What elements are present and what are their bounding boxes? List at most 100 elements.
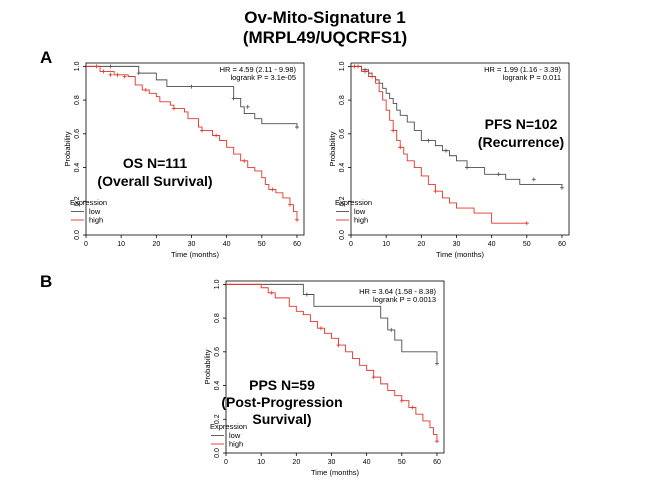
survival-type-label: PPS N=59: [249, 377, 315, 393]
censor-mark-low: [246, 105, 250, 109]
legend-title: Expression: [70, 198, 107, 207]
y-axis-label: Probability: [203, 349, 212, 384]
censor-mark-high: [109, 73, 113, 77]
censor-mark-high: [172, 107, 176, 111]
censor-mark-high: [144, 88, 148, 92]
censor-mark-low: [295, 125, 299, 129]
censor-mark-high: [433, 189, 437, 193]
x-tick-label: 10: [382, 241, 390, 248]
y-tick-label: 0.8: [74, 95, 81, 105]
y-tick-label: 0.6: [74, 129, 81, 139]
survival-type-label: (Recurrence): [478, 134, 564, 150]
censor-mark-high: [370, 74, 374, 78]
figure-subtitle: (MRPL49/UQCRFS1): [0, 28, 650, 48]
x-tick-label: 20: [292, 459, 300, 466]
censor-mark-high: [525, 221, 529, 225]
plot-frame: [226, 281, 444, 453]
censor-mark-low: [497, 172, 501, 176]
pfs-survival-chart: 01020304050600.00.20.40.60.81.0Time (mon…: [325, 55, 575, 270]
panel-a-label: A: [40, 48, 52, 68]
x-tick-label: 10: [257, 459, 265, 466]
survival-type-label: (Post-Progression: [221, 394, 342, 410]
y-tick-label: 0.6: [214, 347, 221, 357]
logrank-p-text: logrank P = 0.0013: [373, 295, 436, 304]
logrank-p-text: logrank P = 3.1e-05: [230, 73, 296, 82]
logrank-p-text: logrank P = 0.011: [503, 73, 561, 82]
censor-mark-low: [560, 186, 564, 190]
censor-mark-high: [270, 187, 274, 191]
censor-mark-high: [214, 134, 218, 138]
pps-survival-chart: 01020304050600.00.20.40.60.81.0Time (mon…: [200, 278, 450, 488]
censor-mark-high: [391, 128, 395, 132]
y-tick-label: 0.4: [339, 163, 346, 173]
x-tick-label: 30: [328, 459, 336, 466]
x-tick-label: 40: [223, 241, 231, 248]
censor-mark-low: [305, 292, 309, 296]
censor-mark-high: [410, 405, 414, 409]
x-tick-label: 0: [224, 459, 228, 466]
survival-type-label: Survival): [252, 411, 311, 427]
y-tick-label: 1.0: [214, 279, 221, 289]
censor-mark-high: [270, 291, 274, 295]
censor-mark-high: [319, 326, 323, 330]
censor-mark-low: [426, 139, 430, 143]
censor-mark-high: [400, 399, 404, 403]
y-tick-label: 0.0: [74, 230, 81, 240]
survival-type-label: PFS N=102: [485, 116, 558, 132]
x-tick-label: 50: [523, 241, 531, 248]
x-tick-label: 50: [398, 459, 406, 466]
y-tick-label: 0.6: [339, 129, 346, 139]
censor-mark-high: [200, 128, 204, 132]
y-tick-label: 0.0: [339, 230, 346, 240]
x-tick-label: 0: [349, 241, 353, 248]
x-tick-label: 60: [293, 241, 301, 248]
censor-mark-low: [532, 177, 536, 181]
legend-label-high: high: [354, 216, 368, 225]
os-survival-chart: 01020304050600.00.20.40.60.81.0Time (mon…: [60, 55, 310, 270]
censor-mark-high: [337, 343, 341, 347]
y-tick-label: 1.0: [339, 61, 346, 71]
censor-mark-low: [389, 328, 393, 332]
x-tick-label: 20: [417, 241, 425, 248]
survival-type-label: OS N=111: [123, 155, 187, 171]
x-tick-label: 20: [152, 241, 160, 248]
y-tick-label: 0.4: [74, 163, 81, 173]
x-tick-label: 0: [84, 241, 88, 248]
x-tick-label: 50: [258, 241, 266, 248]
y-tick-label: 0.4: [214, 381, 221, 391]
x-tick-label: 40: [363, 459, 371, 466]
censor-mark-high: [356, 64, 360, 68]
censor-mark-high: [242, 159, 246, 163]
panel-b-label: B: [40, 272, 52, 292]
legend-title: Expression: [210, 422, 247, 431]
legend-label-high: high: [229, 440, 243, 449]
x-tick-label: 30: [188, 241, 196, 248]
censor-mark-low: [189, 85, 193, 89]
x-tick-label: 60: [433, 459, 441, 466]
curve-high: [86, 66, 297, 219]
censor-mark-high: [398, 145, 402, 149]
censor-mark-high: [435, 439, 439, 443]
censor-mark-high: [353, 64, 357, 68]
censor-mark-low: [465, 166, 469, 170]
censor-mark-high: [372, 375, 376, 379]
figure-title: Ov-Mito-Signature 1: [0, 8, 650, 28]
censor-mark-low: [435, 362, 439, 366]
y-tick-label: 0.0: [214, 448, 221, 458]
x-axis-label: Time (months): [436, 250, 485, 259]
censor-mark-high: [95, 64, 99, 68]
censor-mark-low: [444, 149, 448, 153]
censor-mark-low: [232, 96, 236, 100]
y-axis-label: Probability: [63, 131, 72, 166]
y-tick-label: 0.8: [214, 313, 221, 323]
y-tick-label: 1.0: [74, 61, 81, 71]
plot-frame: [86, 63, 304, 235]
survival-type-label: (Overall Survival): [97, 173, 212, 189]
legend-label-high: high: [89, 216, 103, 225]
censor-mark-high: [295, 218, 299, 222]
x-tick-label: 10: [117, 241, 125, 248]
x-tick-label: 30: [453, 241, 461, 248]
y-tick-label: 0.8: [339, 95, 346, 105]
censor-mark-high: [116, 73, 120, 77]
y-axis-label: Probability: [328, 131, 337, 166]
